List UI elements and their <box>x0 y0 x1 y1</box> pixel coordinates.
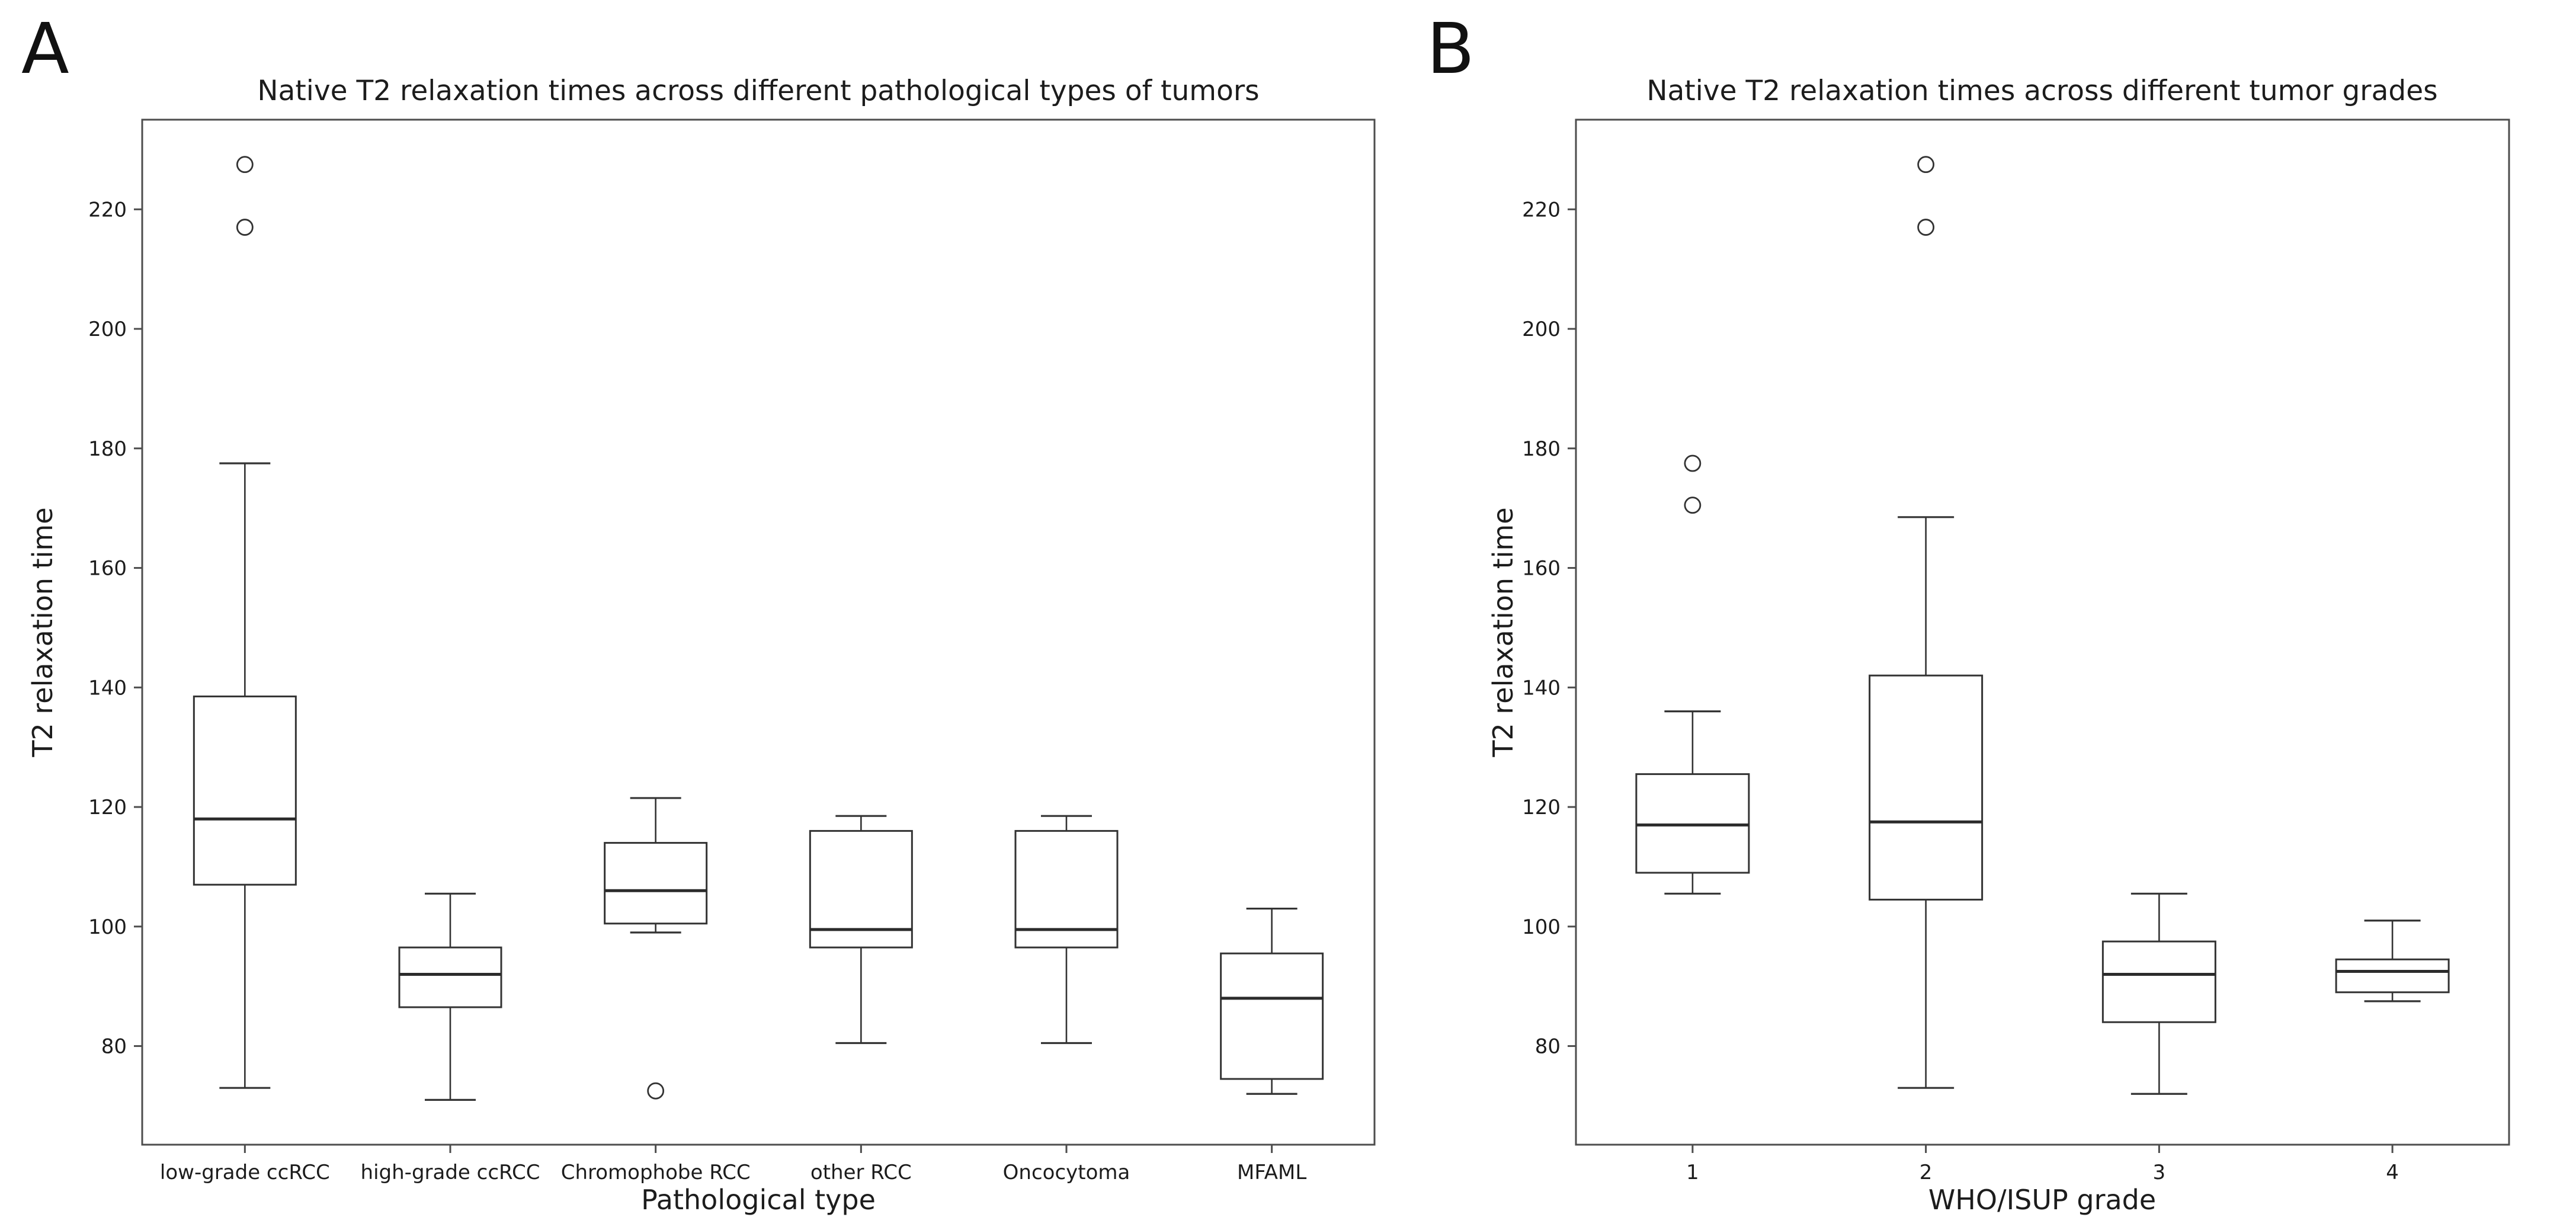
panel-a-ytick-label-100: 100 <box>88 915 127 939</box>
panel-a-frame <box>141 118 1376 1146</box>
panel-b-outlier-0 <box>1684 497 1702 514</box>
panel-a-ytick-label-220: 220 <box>88 198 127 222</box>
panel-b-frame <box>1575 118 2510 1146</box>
panel-a-iqr-box <box>398 946 502 1008</box>
panel-a-xtick-label-4: Oncocytoma <box>1003 1161 1130 1184</box>
panel-b-iqr-box <box>2101 940 2216 1023</box>
panel-b-xlabel: WHO/ISUP grade <box>1928 1184 2157 1216</box>
panel-b-outlier-0 <box>1917 219 1935 236</box>
panel-b-box-1 <box>1635 454 1750 895</box>
panel-b-ytick-label-120: 120 <box>1522 796 1561 819</box>
panel-b-ytick-label-100: 100 <box>1522 915 1561 939</box>
panel-a-ytick-label-180: 180 <box>88 437 127 461</box>
panel-a-outlier-0 <box>236 219 254 236</box>
panel-a-ytick-label-120: 120 <box>88 796 127 819</box>
panel-a-xtick-label-2: Chromophobe RCC <box>561 1161 751 1184</box>
panel-a-iqr-box <box>604 842 708 925</box>
panel-b-box-3 <box>2101 892 2216 1095</box>
panel-b-iqr-box <box>1869 674 1984 901</box>
panel-b-xtick-label-2: 3 <box>2153 1161 2166 1184</box>
panel-a-ytick-label-80: 80 <box>101 1035 127 1059</box>
panel-b-outlier-1 <box>1917 156 1935 174</box>
panel-a-iqr-box <box>809 829 913 949</box>
panel-a-iqr-box <box>1014 829 1119 949</box>
panel-b-title: Native T2 relaxation times across differ… <box>1646 75 2438 107</box>
panel-a-box-other-RCC <box>809 815 913 1045</box>
panel-b-ylabel: T2 relaxation time <box>1487 507 1519 757</box>
panel-a-box-MFAML <box>1220 907 1324 1095</box>
panel-b-box-4 <box>2335 920 2450 1002</box>
panel-b-iqr-box <box>1635 773 1750 874</box>
panel-a-box-Oncocytoma <box>1014 815 1119 1045</box>
panel-a-group: 80 100 120 140 160 180 200 220 low-grade ccRCC hi… <box>88 118 1376 1184</box>
panel-b-iqr-box <box>2335 958 2450 994</box>
panel-a-letter: A <box>21 8 69 89</box>
panel-a-iqr-box <box>1220 952 1324 1080</box>
panel-a-xtick-label-5: MFAML <box>1237 1161 1306 1184</box>
panel-b-xtick-label-1: 2 <box>1920 1161 1933 1184</box>
panel-b-group: 80 100 120 140 160 180 200 220 1 2 3 4 <box>1522 118 2510 1184</box>
panel-a-ytick-label-200: 200 <box>88 318 127 341</box>
panel-b-ytick-label-160: 160 <box>1522 557 1561 581</box>
panel-a-xlabel: Pathological type <box>641 1184 876 1216</box>
panel-b-outlier-1 <box>1684 454 1702 472</box>
panel-a-ytick-label-140: 140 <box>88 676 127 700</box>
panel-b-ytick-label-180: 180 <box>1522 437 1561 461</box>
panel-a-ytick-label-160: 160 <box>88 557 127 581</box>
panel-b-box-2 <box>1869 156 1984 1089</box>
panel-a-xtick-label-3: other RCC <box>810 1161 912 1184</box>
panel-a-outlier-0 <box>647 1082 665 1100</box>
panel-b-ytick-label-220: 220 <box>1522 198 1561 222</box>
panel-a-box-high-grade-ccRCC <box>398 892 502 1101</box>
panel-a-iqr-box <box>193 695 297 886</box>
panel-a-xtick-label-0: low-grade ccRCC <box>160 1161 330 1184</box>
panel-b-ytick-label-200: 200 <box>1522 318 1561 341</box>
panel-b-xtick-label-0: 1 <box>1686 1161 1699 1184</box>
panel-a-xtick-label-1: high-grade ccRCC <box>361 1161 540 1184</box>
panel-a-ylabel: T2 relaxation time <box>27 507 59 757</box>
panel-b-ytick-label-140: 140 <box>1522 676 1561 700</box>
panel-a-box-low-grade-ccRCC <box>193 156 297 1089</box>
panel-b-xtick-label-3: 4 <box>2386 1161 2399 1184</box>
panel-a-box-Chromophobe-RCC <box>604 797 708 1100</box>
panel-a-title: Native T2 relaxation times across differ… <box>257 75 1260 107</box>
panel-a-outlier-1 <box>236 156 254 174</box>
panel-b-ytick-label-80: 80 <box>1535 1035 1561 1059</box>
panel-b-letter: B <box>1427 8 1475 89</box>
